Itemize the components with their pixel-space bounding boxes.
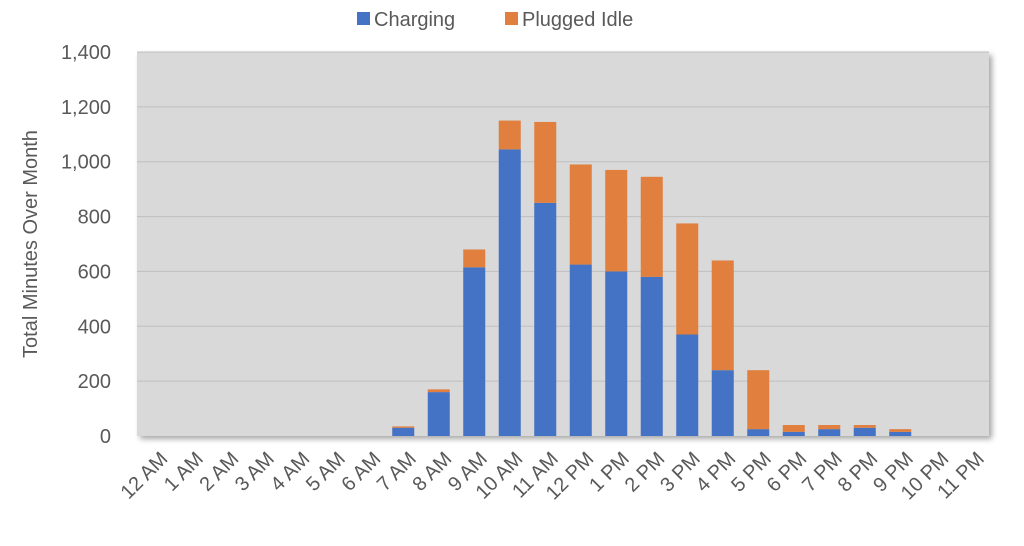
x-tick-label: 1 PM: [585, 448, 634, 497]
bar-segment-plugged-idle: [605, 169, 628, 272]
legend-swatch-charging: [357, 12, 370, 25]
bar-segment-plugged-idle: [711, 260, 734, 371]
bar-segment-plugged-idle: [818, 425, 841, 430]
bar-segment-charging: [889, 431, 912, 436]
y-axis-ticks: 0 200 400 600 800 1,000 1,200 1,400: [61, 42, 111, 448]
y-tick-label: 600: [78, 261, 111, 283]
bar-segment-charging: [463, 267, 486, 436]
x-tick-label: 2 PM: [621, 448, 670, 497]
bar-segment-charging: [818, 429, 841, 436]
bar-segment-charging: [534, 202, 557, 436]
bar-segment-plugged-idle: [782, 425, 805, 432]
x-tick-label: 8 PM: [834, 448, 883, 497]
x-tick-label: 3 AM: [231, 448, 279, 496]
plot-area: [137, 52, 989, 436]
x-tick-label: 6 AM: [338, 448, 386, 496]
bar-segment-plugged-idle: [889, 429, 912, 432]
legend-label-plugged-idle: Plugged Idle: [522, 9, 633, 31]
bar-segment-plugged-idle: [534, 121, 557, 203]
x-axis-ticks: 12 AM1 AM2 AM3 AM4 AM5 AM6 AM7 AM8 AM9 A…: [117, 448, 989, 504]
y-tick-label: 400: [78, 316, 111, 338]
bar-segment-charging: [427, 392, 450, 436]
x-tick-label: 7 PM: [798, 448, 847, 497]
bars: [392, 120, 912, 436]
y-tick-label: 200: [78, 371, 111, 393]
bar-segment-charging: [747, 429, 770, 436]
bar-segment-plugged-idle: [392, 426, 415, 428]
legend-swatch-plugged-idle: [505, 12, 518, 25]
x-tick-label: 3 PM: [656, 448, 705, 497]
x-tick-label: 4 PM: [692, 448, 741, 497]
y-tick-label: 800: [78, 207, 111, 229]
x-tick-label: 7 AM: [373, 448, 421, 496]
legend-label-charging: Charging: [374, 9, 455, 31]
bar-segment-plugged-idle: [498, 120, 521, 150]
x-tick-label: 5 AM: [302, 448, 350, 496]
bar-segment-charging: [498, 149, 521, 436]
legend: Charging Plugged Idle: [357, 9, 633, 31]
x-tick-label: 2 AM: [196, 448, 244, 496]
bar-segment-plugged-idle: [676, 223, 699, 335]
y-tick-label: 1,400: [61, 42, 111, 64]
y-tick-label: 1,000: [61, 152, 111, 174]
bar-segment-plugged-idle: [640, 176, 663, 277]
bar-segment-plugged-idle: [463, 249, 486, 268]
bar-segment-charging: [853, 427, 876, 436]
bar-segment-charging: [676, 334, 699, 436]
bar-segment-charging: [392, 427, 415, 436]
bar-segment-plugged-idle: [427, 389, 450, 393]
x-tick-label: 5 PM: [727, 448, 776, 497]
gridlines: [137, 51, 989, 382]
bar-segment-charging: [640, 276, 663, 436]
bar-segment-plugged-idle: [747, 370, 770, 430]
bar-segment-charging: [782, 431, 805, 436]
bar-segment-charging: [569, 264, 592, 436]
y-tick-label: 1,200: [61, 97, 111, 119]
bar-segment-charging: [605, 271, 628, 436]
bar-segment-plugged-idle: [569, 164, 592, 265]
x-tick-label: 1 AM: [160, 448, 208, 496]
bar-segment-charging: [711, 370, 734, 436]
y-axis-label: Total Minutes Over Month: [20, 130, 42, 358]
y-tick-label: 0: [100, 426, 111, 448]
x-tick-label: 8 AM: [409, 448, 457, 496]
x-tick-label: 4 AM: [267, 448, 315, 496]
x-tick-label: 6 PM: [763, 448, 812, 497]
bar-segment-plugged-idle: [853, 425, 876, 428]
